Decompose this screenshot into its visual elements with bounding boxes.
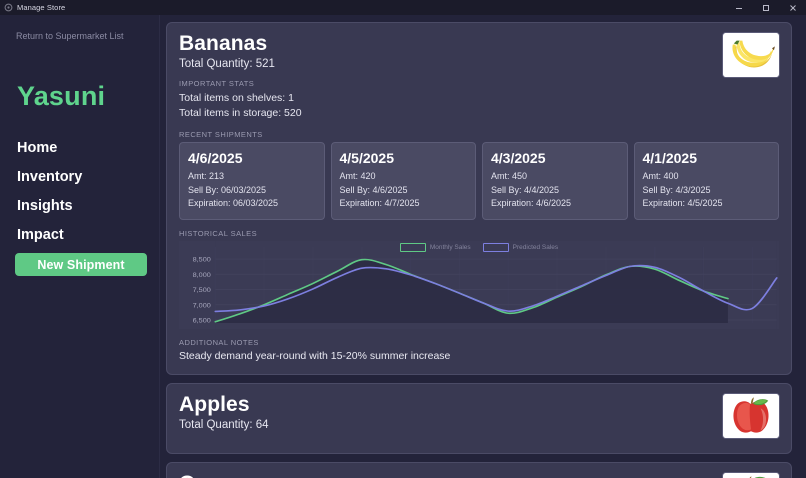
stat-items-on-shelves: Total items on shelves: 1 — [179, 92, 294, 105]
shipment-amount: Amt: 400 — [642, 170, 679, 181]
product-card-oranges[interactable]: Oranges — [166, 461, 792, 478]
window-body: Return to Supermarket List Yasuni Home I… — [0, 15, 806, 478]
shipment-expiration: Expiration: 4/5/2025 — [642, 198, 723, 209]
shipment-expiration: Expiration: 06/03/2025 — [188, 198, 279, 209]
additional-notes-label: ADDITIONAL NOTES — [179, 337, 259, 347]
shipment-card[interactable]: 4/3/2025 Amt: 450 Sell By: 4/4/2025 Expi… — [482, 141, 628, 220]
shipment-amount: Amt: 213 — [188, 170, 225, 181]
shipment-card[interactable]: 4/1/2025 Amt: 400 Sell By: 4/3/2025 Expi… — [633, 141, 779, 220]
product-card-apples[interactable]: Apples Total Quantity: 64 — [166, 382, 792, 454]
sidebar: Return to Supermarket List Yasuni Home I… — [0, 15, 160, 478]
product-total-quantity: Total Quantity: 521 — [179, 58, 275, 71]
product-total-quantity: Total Quantity: 64 — [179, 418, 269, 431]
shipment-card[interactable]: 4/6/2025 Amt: 213 Sell By: 06/03/2025 Ex… — [179, 141, 325, 220]
product-list-scroll-area[interactable]: Bananas Total Quantity: 521 — [160, 15, 806, 478]
shipment-card[interactable]: 4/5/2025 Amt: 420 Sell By: 4/6/2025 Expi… — [330, 141, 476, 220]
additional-notes-text: Steady demand year-round with 15-20% sum… — [179, 349, 451, 362]
shipment-date: 4/5/2025 — [339, 149, 395, 166]
shipment-expiration: Expiration: 4/7/2025 — [339, 198, 420, 209]
brand-logo: Yasuni — [17, 81, 106, 111]
window-title: Manage Store — [17, 3, 66, 12]
return-to-supermarket-list-link[interactable]: Return to Supermarket List — [16, 31, 124, 41]
svg-text:7,000: 7,000 — [193, 303, 211, 310]
important-stats-label: IMPORTANT STATS — [179, 79, 255, 89]
recent-shipments-label: RECENT SHIPMENTS — [179, 129, 263, 139]
sales-chart-svg: 6,500 7,000 7,500 8,000 8,500 — [193, 240, 778, 329]
shipment-sell-by: Sell By: 4/3/2025 — [642, 184, 711, 195]
stat-items-in-storage: Total items in storage: 520 — [179, 106, 302, 119]
svg-text:6,500: 6,500 — [193, 318, 211, 325]
sidebar-item-inventory[interactable]: Inventory — [17, 169, 83, 185]
shipment-sell-by: Sell By: 06/03/2025 — [188, 184, 267, 195]
svg-text:7,500: 7,500 — [193, 287, 211, 294]
product-title: Apples — [179, 392, 250, 416]
product-title: Bananas — [179, 32, 268, 55]
shipment-amount: Amt: 450 — [491, 170, 528, 181]
historical-sales-label: HISTORICAL SALES — [179, 228, 258, 238]
close-icon[interactable] — [779, 0, 806, 15]
maximize-icon[interactable] — [752, 0, 779, 15]
shipment-expiration: Expiration: 4/6/2025 — [491, 198, 572, 209]
recent-shipments-list: 4/6/2025 Amt: 213 Sell By: 06/03/2025 Ex… — [179, 141, 779, 220]
shipment-date: 4/6/2025 — [188, 149, 243, 166]
product-card-bananas[interactable]: Bananas Total Quantity: 521 — [166, 22, 792, 375]
shipment-date: 4/3/2025 — [491, 149, 546, 166]
shipment-sell-by: Sell By: 4/4/2025 — [491, 184, 560, 195]
orange-image — [722, 471, 780, 478]
new-shipment-button[interactable]: New Shipment — [15, 253, 147, 276]
product-title: Oranges — [179, 472, 779, 478]
bananas-image — [722, 32, 780, 78]
minimize-icon[interactable] — [725, 0, 752, 15]
shipment-amount: Amt: 420 — [339, 170, 376, 181]
sidebar-item-impact[interactable]: Impact — [17, 227, 64, 243]
historical-sales-chart: 6,500 7,000 7,500 8,000 8,500 Monthly Sales … — [179, 240, 779, 329]
svg-text:8,500: 8,500 — [193, 257, 211, 264]
sidebar-item-home[interactable]: Home — [17, 140, 58, 156]
store-icon — [4, 3, 13, 12]
sidebar-item-insights[interactable]: Insights — [17, 198, 73, 214]
apple-image — [722, 392, 780, 439]
svg-text:8,000: 8,000 — [193, 272, 211, 279]
title-bar: Manage Store — [0, 0, 806, 15]
shipment-date: 4/1/2025 — [642, 149, 698, 166]
shipment-sell-by: Sell By: 4/6/2025 — [339, 184, 408, 195]
